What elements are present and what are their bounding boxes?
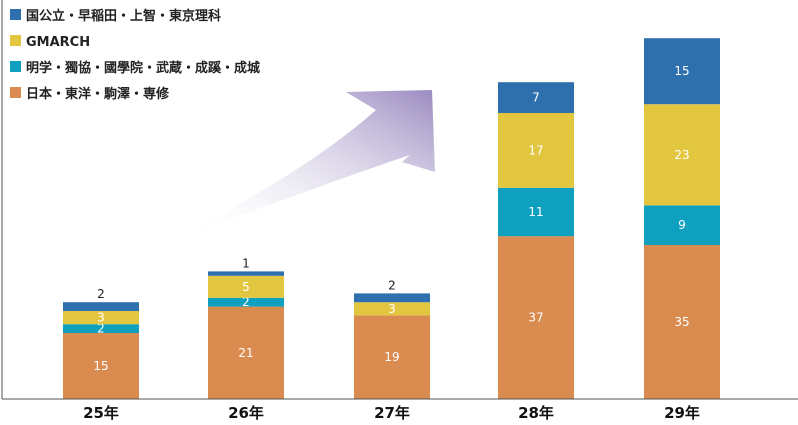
- data-label: 17: [528, 143, 543, 157]
- bar-segment: [644, 245, 720, 399]
- data-label: 2: [97, 322, 105, 336]
- data-label: 3: [388, 302, 396, 316]
- bar-segment: [644, 104, 720, 206]
- bar-segment: [498, 236, 574, 399]
- legend-entry: 日本・東洋・駒澤・専修: [26, 86, 170, 102]
- data-label: 11: [528, 205, 543, 219]
- bar-segment: [208, 306, 284, 399]
- data-label: 1: [242, 256, 250, 270]
- legend-entry: 明学・獨協・國學院・武蔵・成蹊・成城: [26, 60, 260, 76]
- data-label: 15: [93, 359, 108, 373]
- bar-segment: [498, 82, 574, 113]
- data-label: 19: [384, 350, 399, 364]
- legend-swatch: [10, 9, 21, 20]
- bar-segment: [498, 187, 574, 237]
- data-label: 2: [242, 295, 250, 309]
- data-label: 2: [97, 287, 105, 301]
- bar-segment: [354, 302, 430, 316]
- x-tick-label: 27年: [374, 404, 410, 422]
- bar-segment: [644, 205, 720, 245]
- legend-entry: GMARCH: [26, 35, 90, 50]
- legend-swatch: [10, 35, 21, 46]
- legend-swatch: [10, 87, 21, 98]
- legend: 国公立・早稲田・上智・東京理科 GMARCH 明学・獨協・國學院・武蔵・成蹊・成城日…: [10, 8, 260, 102]
- data-label: 2: [388, 278, 396, 292]
- legend-swatch: [10, 61, 21, 72]
- bar-segment: [498, 113, 574, 188]
- data-label: 3: [97, 311, 105, 325]
- bar-segment: [208, 275, 284, 298]
- x-tick-label: 26年: [228, 404, 264, 422]
- bar-segment: [354, 315, 430, 399]
- bar-segment: [354, 293, 430, 303]
- x-tick-label: 28年: [518, 404, 554, 422]
- data-label: 35: [674, 315, 689, 329]
- data-label: 7: [532, 91, 540, 105]
- data-label: 9: [678, 218, 686, 232]
- bar-segment: [63, 333, 139, 399]
- growth-arrow-icon: [178, 90, 435, 238]
- bar-segment: [63, 311, 139, 325]
- bar-segment: [63, 302, 139, 311]
- data-label: 23: [674, 148, 689, 162]
- bar-segment: [208, 271, 284, 276]
- x-tick-label: 25年: [83, 404, 119, 422]
- bar-segment: [63, 324, 139, 333]
- bar-segment: [208, 297, 284, 307]
- data-label: 15: [674, 64, 689, 78]
- data-label: 5: [242, 280, 250, 294]
- bar-segment: [644, 38, 720, 105]
- data-label: 37: [528, 311, 543, 325]
- x-tick-label: 29年: [664, 404, 700, 422]
- data-label: 21: [238, 346, 253, 360]
- legend-entry: 国公立・早稲田・上智・東京理科: [26, 8, 221, 24]
